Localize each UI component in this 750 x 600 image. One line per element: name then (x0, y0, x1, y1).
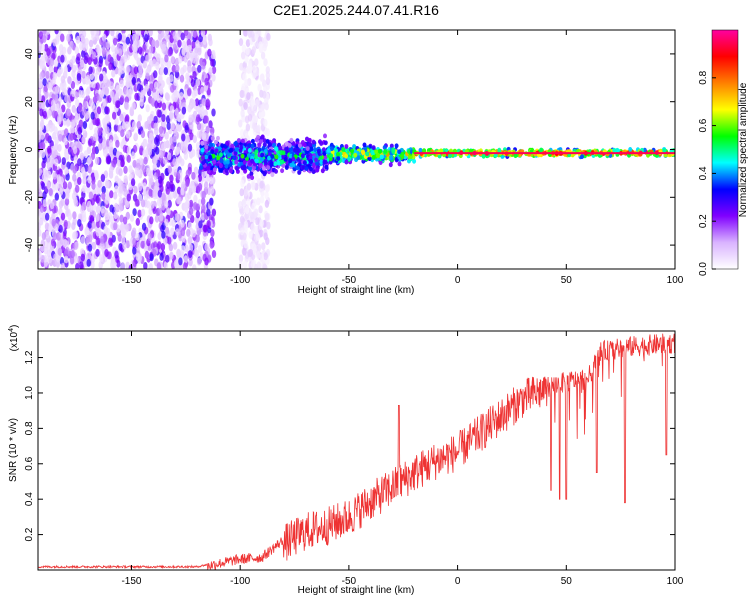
spectrogram-heat-layer (38, 30, 675, 269)
spectrogram-ytick-label: -40 (24, 237, 35, 252)
snr-xtick-label: 0 (455, 576, 461, 587)
snr-frame (37, 330, 676, 571)
heat-region-2 (199, 133, 329, 181)
snr-xtick-label: -100 (230, 576, 250, 587)
colorbar-tick-label: 0.4 (698, 166, 709, 180)
snr-y-ticks: 0.2 0.4 0.6 0.8 1.0 1.2 (24, 350, 675, 542)
snr-yscale-multiplier: (x104) (8, 325, 20, 352)
spectrogram-xtick-label: 50 (561, 275, 573, 286)
spectrogram-x-ticks: -150 -100 -50 0 50 100 (121, 30, 684, 286)
colorbar-tick-label: 0.2 (698, 214, 709, 228)
snr-xlabel: Height of straight line (km) (298, 585, 415, 596)
snr-xtick-label: -50 (342, 576, 357, 587)
snr-ytick-label: 1.2 (24, 350, 35, 364)
snr-ytick-label: 0.4 (24, 492, 35, 506)
colorbar-tick-label: 0.6 (698, 118, 709, 132)
snr-xtick-label: 50 (561, 576, 573, 587)
colorbar-tick-label: 0.0 (698, 262, 709, 276)
spectrogram-ytick-label: -20 (24, 190, 35, 205)
snr-ytick-label: 0.6 (24, 456, 35, 470)
spectrogram-xtick-label: -50 (342, 275, 357, 286)
spectrogram-ytick-label: 0 (24, 146, 35, 152)
snr-background (38, 331, 675, 570)
snr-series-line (38, 333, 675, 570)
spectrogram-xtick-label: 100 (667, 275, 684, 286)
colorbar-ticks: 0.0 0.2 0.4 0.6 0.8 (698, 70, 716, 276)
snr-xtick-label: -150 (121, 576, 141, 587)
snr-ytick-label: 0.8 (24, 421, 35, 435)
colorbar-label: Normalized spectral amplitude (738, 82, 749, 217)
snr-ytick-label: 1.0 (24, 386, 35, 400)
spectrogram-ylabel: Frequency (Hz) (8, 116, 19, 185)
spectrogram-xlabel: Height of straight line (km) (298, 285, 415, 296)
chart-title: C2E1.2025.244.07.41.R16 (273, 2, 439, 18)
spectrogram-y-ticks: -40 -20 0 20 40 (24, 48, 675, 252)
spectrogram-xtick-label: -150 (121, 275, 141, 286)
colorbar-gradient (711, 29, 739, 270)
heat-region-3 (325, 142, 417, 168)
colorbar-tick-label: 0.8 (698, 70, 709, 84)
spectrogram-xtick-label: 0 (455, 275, 461, 286)
snr-ytick-label: 0.2 (24, 527, 35, 541)
colorbar: 0.0 0.2 0.4 0.6 0.8 Normalized spectral ampl… (698, 29, 749, 276)
spectrogram-ytick-label: 40 (24, 48, 35, 60)
snr-x-ticks: -150 -100 -50 0 50 100 (121, 331, 684, 587)
spectrogram-panel: -150 -100 -50 0 50 100 -40 -20 0 20 40 Height of … (8, 29, 684, 296)
snr-xtick-label: 100 (667, 576, 684, 587)
heat-region-0 (38, 30, 217, 269)
snr-ylabel: SNR (10 * v/v) (8, 418, 19, 482)
snr-panel: -150 -100 -50 0 50 100 0.2 0.4 0.6 0.8 1.0 1.2 Hei… (8, 325, 684, 596)
spectrogram-xtick-label: -100 (230, 275, 250, 286)
spectrogram-ytick-label: 20 (24, 96, 35, 108)
